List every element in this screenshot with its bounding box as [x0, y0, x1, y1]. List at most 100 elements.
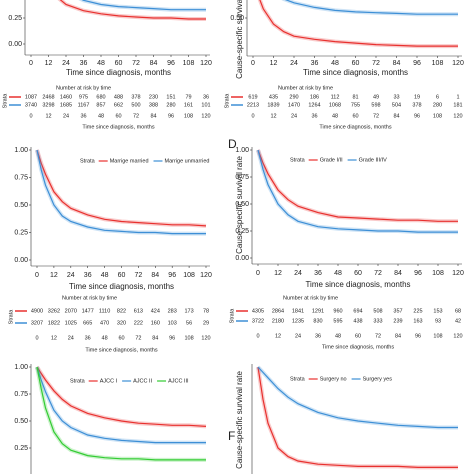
risk-count: 1470 — [288, 102, 300, 108]
x-tick-label: 96 — [413, 60, 421, 67]
y-tick-label: 1.00 — [235, 147, 249, 154]
x-tick-label: 120 — [452, 60, 464, 67]
risk-count: 153 — [433, 308, 442, 314]
x-tick-label: 84 — [394, 270, 402, 277]
risk-count: 619 — [248, 94, 257, 100]
x-tick-label: 36 — [311, 60, 319, 67]
y-axis-label: Cause-specific survival rate — [235, 371, 244, 469]
risk-x-tick-label: 96 — [169, 335, 175, 341]
risk-count: 975 — [79, 94, 88, 100]
risk-x-tick-label: 24 — [68, 335, 74, 341]
risk-count: 1235 — [292, 318, 304, 324]
panel-label: D — [228, 137, 237, 151]
confidence-band — [257, 0, 458, 49]
risk-count: 4305 — [252, 308, 264, 314]
risk-count: 508 — [373, 308, 382, 314]
risk-x-tick-label: 120 — [453, 113, 462, 119]
x-tick-label: 12 — [270, 60, 278, 67]
risk-count: 222 — [134, 320, 143, 326]
risk-count: 755 — [351, 102, 360, 108]
x-tick-label: 36 — [84, 272, 92, 279]
risk-count: 470 — [100, 320, 109, 326]
risk-count: 424 — [151, 308, 160, 314]
risk-x-tick-label: 12 — [275, 333, 281, 339]
risk-count: 230 — [149, 94, 158, 100]
risk-x-tick-label: 96 — [168, 113, 174, 119]
x-tick-label: 24 — [62, 60, 70, 67]
x-tick-label: 24 — [294, 270, 302, 277]
survival-curve — [259, 0, 458, 47]
y-tick-label: 0.50 — [14, 202, 28, 209]
risk-x-tick-label: 0 — [256, 333, 259, 339]
panel: 0.00 0.25 0.50 0.75 1.00 0 12 24 36 48 60 72 84 96 108… — [8, 147, 211, 354]
risk-count: 662 — [114, 102, 123, 108]
risk-count: 280 — [166, 102, 175, 108]
risk-x-label: Time since diagnosis, months — [82, 124, 154, 130]
risk-count: 101 — [201, 102, 210, 108]
risk-x-tick-label: 60 — [115, 113, 121, 119]
strata-label: Strata — [8, 309, 14, 325]
survival-curve — [36, 366, 207, 427]
y-tick-label: 0.50 — [230, 15, 244, 22]
x-tick-label: 0 — [35, 272, 39, 279]
risk-count: 163 — [413, 318, 422, 324]
risk-count: 283 — [168, 308, 177, 314]
x-tick-label: 48 — [334, 270, 342, 277]
risk-x-tick-label: 60 — [352, 113, 358, 119]
risk-x-tick-label: 0 — [35, 335, 38, 341]
risk-count: 1087 — [25, 94, 37, 100]
legend-title: Strata — [290, 157, 306, 163]
risk-count: 1110 — [99, 308, 110, 314]
risk-count: 103 — [168, 320, 177, 326]
risk-x-tick-label: 0 — [251, 113, 254, 119]
legend-title: Strata — [80, 158, 96, 164]
risk-count: 181 — [453, 102, 462, 108]
risk-count: 78 — [203, 308, 209, 314]
x-tick-label: 48 — [97, 60, 105, 67]
risk-count: 378 — [131, 94, 140, 100]
risk-count: 2864 — [272, 308, 284, 314]
survival-curve — [36, 149, 206, 235]
risk-count: 665 — [83, 320, 92, 326]
risk-count: 333 — [373, 318, 382, 324]
x-tick-label: 0 — [256, 270, 260, 277]
risk-count: 822 — [117, 308, 126, 314]
risk-x-label: Time since diagnosis, months — [85, 347, 157, 353]
legend-label: AJCC I — [100, 378, 118, 384]
risk-x-tick-label: 108 — [433, 333, 442, 339]
risk-count: 56 — [186, 320, 192, 326]
risk-x-tick-label: 36 — [85, 335, 91, 341]
x-tick-label: 108 — [183, 60, 195, 67]
legend-label: Surgery yes — [363, 376, 393, 382]
risk-table-title: Number at risk by time — [56, 85, 111, 91]
risk-count: 1025 — [65, 320, 77, 326]
risk-count: 81 — [352, 94, 358, 100]
risk-count: 435 — [269, 94, 278, 100]
x-tick-label: 60 — [354, 270, 362, 277]
risk-count: 161 — [184, 102, 193, 108]
risk-x-tick-label: 36 — [315, 333, 321, 339]
legend-title: Strata — [70, 378, 86, 384]
confidence-band — [256, 366, 458, 470]
legend-label: Marrige unmarried — [165, 158, 210, 164]
risk-count: 6 — [436, 94, 439, 100]
y-tick-label: 0.00 — [8, 41, 22, 48]
strata-label: Strata — [224, 93, 230, 109]
risk-x-tick-label: 120 — [201, 335, 210, 341]
x-tick-label: 60 — [118, 272, 126, 279]
risk-x-tick-label: 60 — [355, 333, 361, 339]
risk-count: 160 — [151, 320, 160, 326]
legend-label: Marrige married — [110, 158, 149, 164]
x-tick-label: 12 — [45, 60, 53, 67]
y-tick-label: 0.25 — [8, 15, 22, 22]
risk-x-tick-label: 96 — [414, 113, 420, 119]
y-tick-label: 0.25 — [14, 445, 28, 452]
y-axis-label: Cause-specific survival rate — [235, 0, 244, 79]
risk-count: 290 — [289, 94, 298, 100]
risk-x-tick-label: 36 — [311, 113, 317, 119]
y-tick-label: 0.75 — [14, 391, 28, 398]
legend-label: Grade III/IV — [359, 157, 387, 163]
x-tick-label: 72 — [372, 60, 380, 67]
risk-x-tick-label: 120 — [201, 113, 210, 119]
